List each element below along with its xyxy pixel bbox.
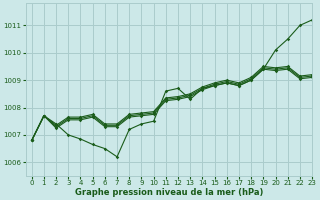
X-axis label: Graphe pression niveau de la mer (hPa): Graphe pression niveau de la mer (hPa)	[75, 188, 263, 197]
